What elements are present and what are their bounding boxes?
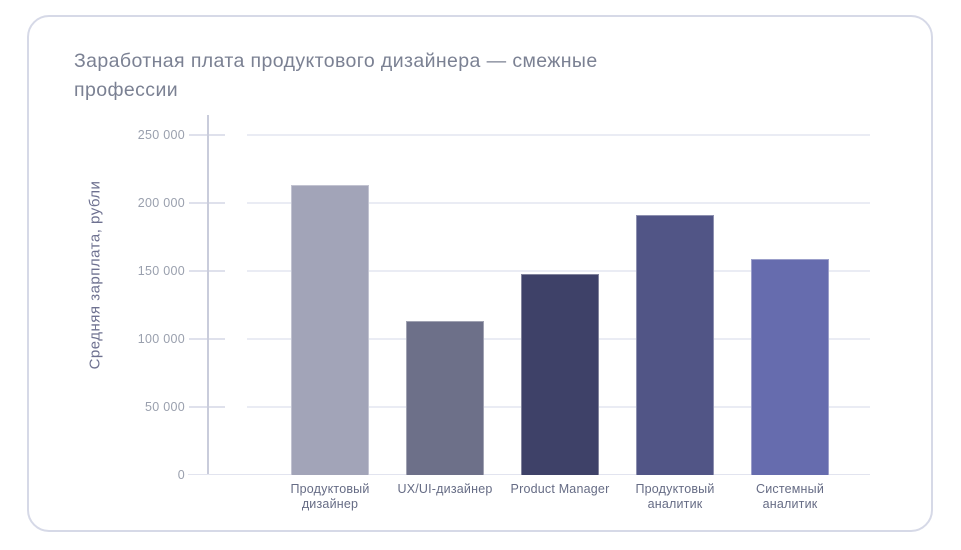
x-category-label: Продуктовый дизайнер — [260, 482, 400, 512]
y-tick-label: 250 000 — [137, 128, 185, 142]
bar — [751, 259, 829, 475]
x-category-label-line: UX/UI-дизайнер — [397, 482, 493, 496]
chart-title-line-2: профессии — [74, 79, 179, 101]
x-category-label: Продуктовый аналитик — [605, 482, 745, 512]
x-category-label-line: дизайнер — [301, 497, 359, 511]
x-category-label: UX/UI-дизайнер — [375, 482, 515, 497]
bar — [406, 321, 484, 475]
y-axis-line — [207, 115, 209, 475]
x-category-label-line: Продуктовый — [290, 482, 370, 496]
y-tick-label: 50 000 — [144, 400, 185, 414]
bar — [521, 274, 599, 475]
x-category-label: Product Manager — [490, 482, 630, 497]
x-category-label-line: Системный — [755, 482, 825, 496]
chart-card: Заработная плата продуктового дизайнера … — [27, 15, 933, 532]
bar-chart: Заработная плата продуктового дизайнера … — [29, 17, 935, 534]
gridline — [247, 202, 870, 204]
gridline — [247, 270, 870, 272]
x-category-label: Системный аналитик — [720, 482, 860, 512]
y-tick-label: 150 000 — [137, 264, 185, 278]
y-tick-label: 0 — [177, 468, 185, 482]
chart-title: Заработная плата продуктового дизайнера … — [74, 47, 598, 105]
x-category-label-line: Продуктовый — [635, 482, 715, 496]
gridline — [247, 134, 870, 136]
y-tick-label: 200 000 — [137, 196, 185, 210]
bar — [636, 215, 714, 475]
chart-title-line-1: Заработная плата продуктового дизайнера … — [74, 50, 598, 72]
y-tick-label: 100 000 — [137, 332, 185, 346]
bar — [291, 185, 369, 475]
x-category-label-line: Product Manager — [510, 482, 610, 496]
x-category-label-line: аналитик — [647, 497, 703, 511]
x-category-label-line: аналитик — [762, 497, 818, 511]
